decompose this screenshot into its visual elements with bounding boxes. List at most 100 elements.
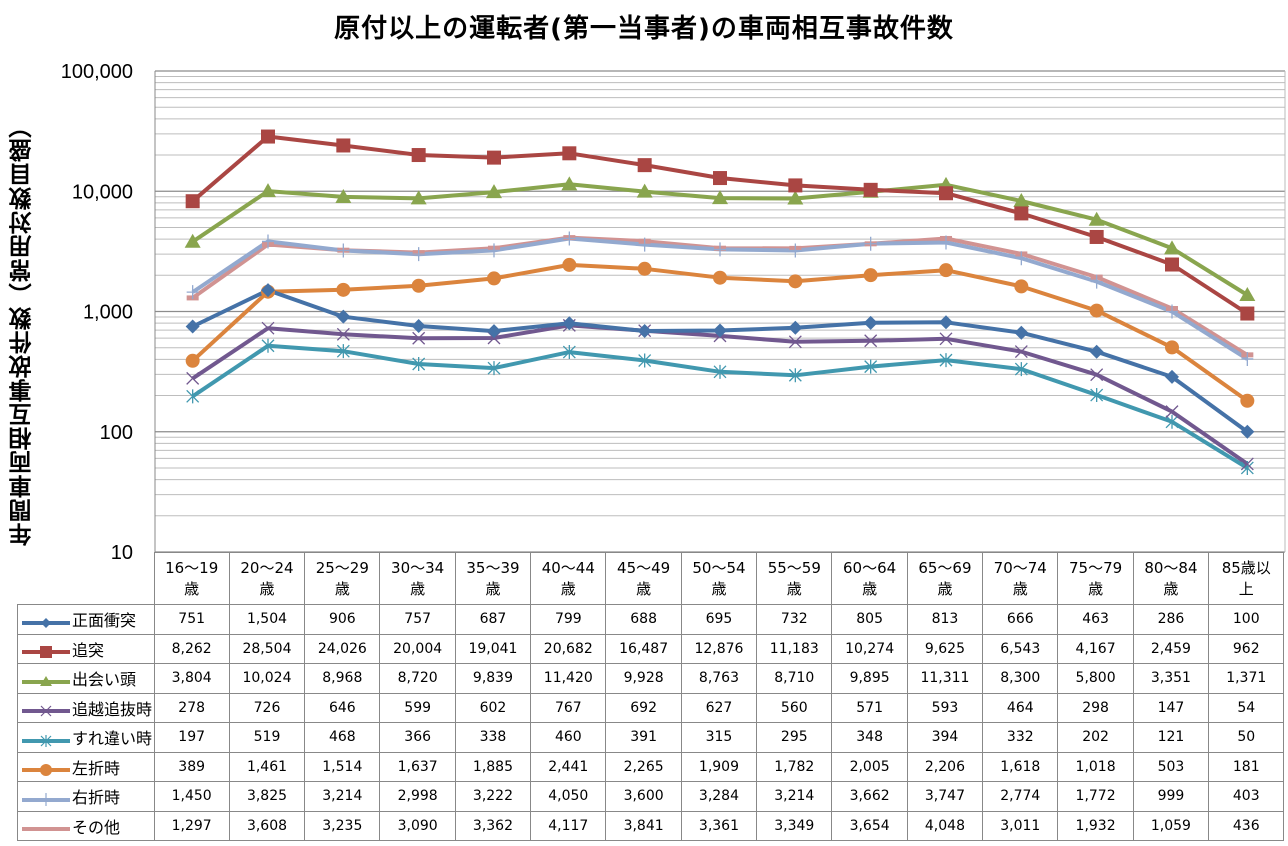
square-marker bbox=[1014, 206, 1029, 221]
table-cell: 315 bbox=[680, 722, 758, 753]
table-cell: 394 bbox=[906, 722, 984, 753]
legend-swatch-icon bbox=[22, 705, 70, 717]
table-cell: 599 bbox=[379, 692, 456, 723]
category-label: 35～39 bbox=[466, 558, 520, 577]
table-cell: 1,461 bbox=[228, 751, 306, 782]
table-cell: 4,117 bbox=[530, 810, 607, 841]
table-cell: 121 bbox=[1132, 722, 1210, 753]
legend-entry: すれ違い時 bbox=[17, 722, 155, 753]
series-name: 追越追抜時 bbox=[72, 699, 153, 719]
table-cell: 28,504 bbox=[228, 633, 306, 664]
table-cell: 8,763 bbox=[680, 663, 758, 694]
category-label: 歳 bbox=[636, 579, 652, 598]
table-row: 追越追抜時 278 726 646 599 602 767 692 627 560 571 593 46… bbox=[17, 692, 1285, 723]
table-row: 左折時 389 1,461 1,514 1,637 1,885 2,441 2,265 1,90… bbox=[17, 751, 1285, 782]
table-cell: 54 bbox=[1208, 692, 1285, 723]
table-cell: 338 bbox=[454, 722, 532, 753]
category-header: 55～59 歳 bbox=[756, 552, 833, 605]
category-label: 30～34 bbox=[391, 558, 445, 577]
table-cell: 962 bbox=[1208, 633, 1285, 664]
table-row: 右折時 1,450 3,825 3,214 2,998 3,222 4,050 3,600 3,… bbox=[17, 781, 1285, 812]
table-cell: 366 bbox=[379, 722, 456, 753]
table-cell: 9,928 bbox=[605, 663, 682, 694]
circle-marker bbox=[487, 271, 501, 286]
category-header: 50～54 歳 bbox=[680, 552, 758, 605]
category-label: 歳 bbox=[1088, 579, 1104, 598]
x-marker bbox=[788, 335, 802, 349]
category-label: 歳 bbox=[334, 579, 350, 598]
triangle-marker bbox=[184, 233, 201, 248]
category-label: 60～64 bbox=[843, 558, 897, 577]
category-header: 16～19 歳 bbox=[153, 552, 230, 605]
triangle-marker bbox=[712, 190, 728, 205]
legend-entry: その他 bbox=[17, 810, 155, 841]
table-cell: 295 bbox=[756, 722, 833, 753]
table-cell: 2,441 bbox=[530, 751, 607, 782]
table-cell: 1,371 bbox=[1208, 663, 1285, 694]
circle-marker bbox=[1240, 393, 1255, 408]
y-tick-label: 100 bbox=[100, 422, 133, 444]
category-label: 歳 bbox=[259, 579, 275, 598]
legend-swatch-icon bbox=[22, 734, 70, 747]
plus-marker bbox=[563, 231, 576, 246]
table-cell: 813 bbox=[906, 604, 984, 635]
table-cell: 1,782 bbox=[756, 751, 833, 782]
data-table: 16～19 歳 20～24 歳 25～29 歳 30～34 歳 35～39 歳 40～44 歳 45～4… bbox=[17, 552, 1285, 841]
legend-entry: 右折時 bbox=[17, 781, 155, 812]
triangle-marker bbox=[787, 190, 804, 205]
diamond-marker bbox=[185, 319, 200, 334]
square-marker bbox=[863, 182, 878, 197]
category-label: 歳 bbox=[786, 579, 802, 598]
table-cell: 436 bbox=[1208, 810, 1285, 841]
star-marker bbox=[186, 389, 200, 404]
table-cell: 9,839 bbox=[454, 663, 532, 694]
legend-swatch-icon bbox=[22, 764, 70, 777]
table-cell: 1,932 bbox=[1057, 810, 1134, 841]
series-line bbox=[191, 236, 1249, 361]
legend-swatch-icon bbox=[22, 792, 70, 806]
table-cell: 391 bbox=[605, 722, 682, 753]
star-marker bbox=[1090, 388, 1104, 403]
circle-marker bbox=[939, 263, 953, 278]
triangle-marker bbox=[1088, 211, 1105, 226]
table-cell: 767 bbox=[530, 692, 607, 723]
table-cell: 692 bbox=[605, 692, 682, 723]
series-name: すれ違い時 bbox=[72, 729, 153, 749]
diamond-marker bbox=[1240, 424, 1255, 439]
category-label: 50～54 bbox=[692, 558, 746, 577]
category-label: 65～69 bbox=[918, 558, 972, 577]
table-cell: 298 bbox=[1057, 692, 1134, 723]
table-cell: 906 bbox=[304, 604, 381, 635]
x-marker bbox=[1014, 345, 1028, 359]
triangle-marker bbox=[1013, 192, 1030, 207]
table-cell: 3,235 bbox=[304, 810, 381, 841]
category-label: 80～84 bbox=[1144, 558, 1198, 577]
table-cell: 3,214 bbox=[304, 781, 381, 812]
triangle-marker bbox=[335, 188, 352, 203]
table-cell: 5,800 bbox=[1057, 663, 1134, 694]
category-label: 歳 bbox=[410, 579, 426, 598]
table-cell: 8,720 bbox=[379, 663, 456, 694]
table-cell: 460 bbox=[530, 722, 607, 753]
plus-marker bbox=[1241, 351, 1254, 366]
table-cell: 181 bbox=[1208, 751, 1285, 782]
legend-marker bbox=[40, 705, 52, 717]
legend-swatch-icon bbox=[22, 675, 70, 686]
category-header: 20～24 歳 bbox=[228, 552, 306, 605]
square-marker bbox=[1165, 257, 1179, 272]
table-cell: 805 bbox=[831, 604, 908, 635]
table-cell: 8,968 bbox=[304, 663, 381, 694]
diamond-marker bbox=[1014, 325, 1029, 340]
diamond-marker bbox=[562, 316, 577, 331]
plus-marker bbox=[864, 236, 877, 251]
legend-entry: 正面衝突 bbox=[17, 604, 155, 635]
table-cell: 1,618 bbox=[982, 751, 1059, 782]
category-label: 歳 bbox=[862, 579, 878, 598]
category-label: 75～79 bbox=[1069, 558, 1123, 577]
table-cell: 666 bbox=[982, 604, 1059, 635]
circle-marker bbox=[336, 282, 351, 297]
category-label: 85歳以 bbox=[1221, 558, 1271, 577]
square-marker bbox=[562, 146, 577, 161]
diamond-marker bbox=[411, 319, 426, 334]
x-marker bbox=[412, 331, 426, 345]
